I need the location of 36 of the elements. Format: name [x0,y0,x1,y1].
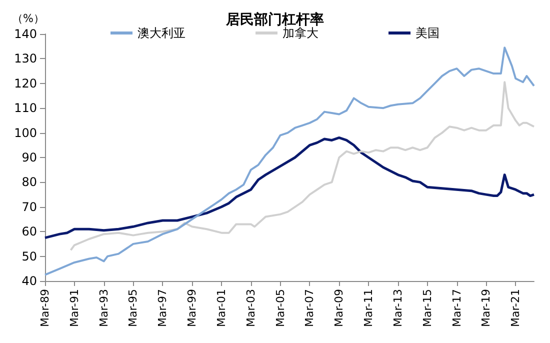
x-tick-label: Mar-15 [420,289,434,328]
x-tick-label: Mar-89 [38,289,52,328]
line-series [70,81,535,252]
x-tick-label: Mar-03 [244,289,258,328]
y-tick-label: 90 [22,150,37,164]
y-tick-label: 60 [22,224,37,239]
y-tick-label: 110 [14,101,37,116]
line-series [44,136,536,240]
x-tick-label: Mar-17 [450,289,464,328]
x-tick-label: Mar-19 [480,289,493,328]
x-tick-label: Mar-91 [68,289,81,328]
x-tick-label: Mar-95 [126,289,140,328]
x-tick-label: Mar-05 [274,289,287,328]
y-tick-label: 100 [14,126,37,140]
legend-label: 美国 [416,26,440,40]
x-tick-label: Mar-13 [391,289,404,328]
x-tick-label: Mar-11 [362,289,376,328]
x-tick-label: Mar-99 [186,289,199,328]
y-tick-label: 50 [22,249,37,264]
y-tick-label: 120 [14,76,37,90]
y-tick-label: 80 [22,175,37,190]
y-tick-label: 140 [14,27,37,41]
chart-title: 居民部门杠杆率 [225,11,324,28]
x-tick-label: Mar-21 [509,289,522,328]
y-tick-label: 40 [22,274,37,288]
x-tick-label: Mar-07 [303,289,316,328]
x-tick-label: Mar-97 [156,289,170,328]
line-series [44,46,535,276]
y-tick-label: 70 [22,200,37,214]
x-tick-label: Mar-09 [332,289,346,328]
legend-label: 澳大利亚 [138,26,186,40]
x-tick-label: Mar-01 [214,289,228,328]
y-tick-label: 130 [14,52,37,66]
y-axis-title: （%） [12,12,44,25]
legend-label: 加拿大 [282,26,318,40]
x-tick-label: Mar-93 [97,289,110,328]
